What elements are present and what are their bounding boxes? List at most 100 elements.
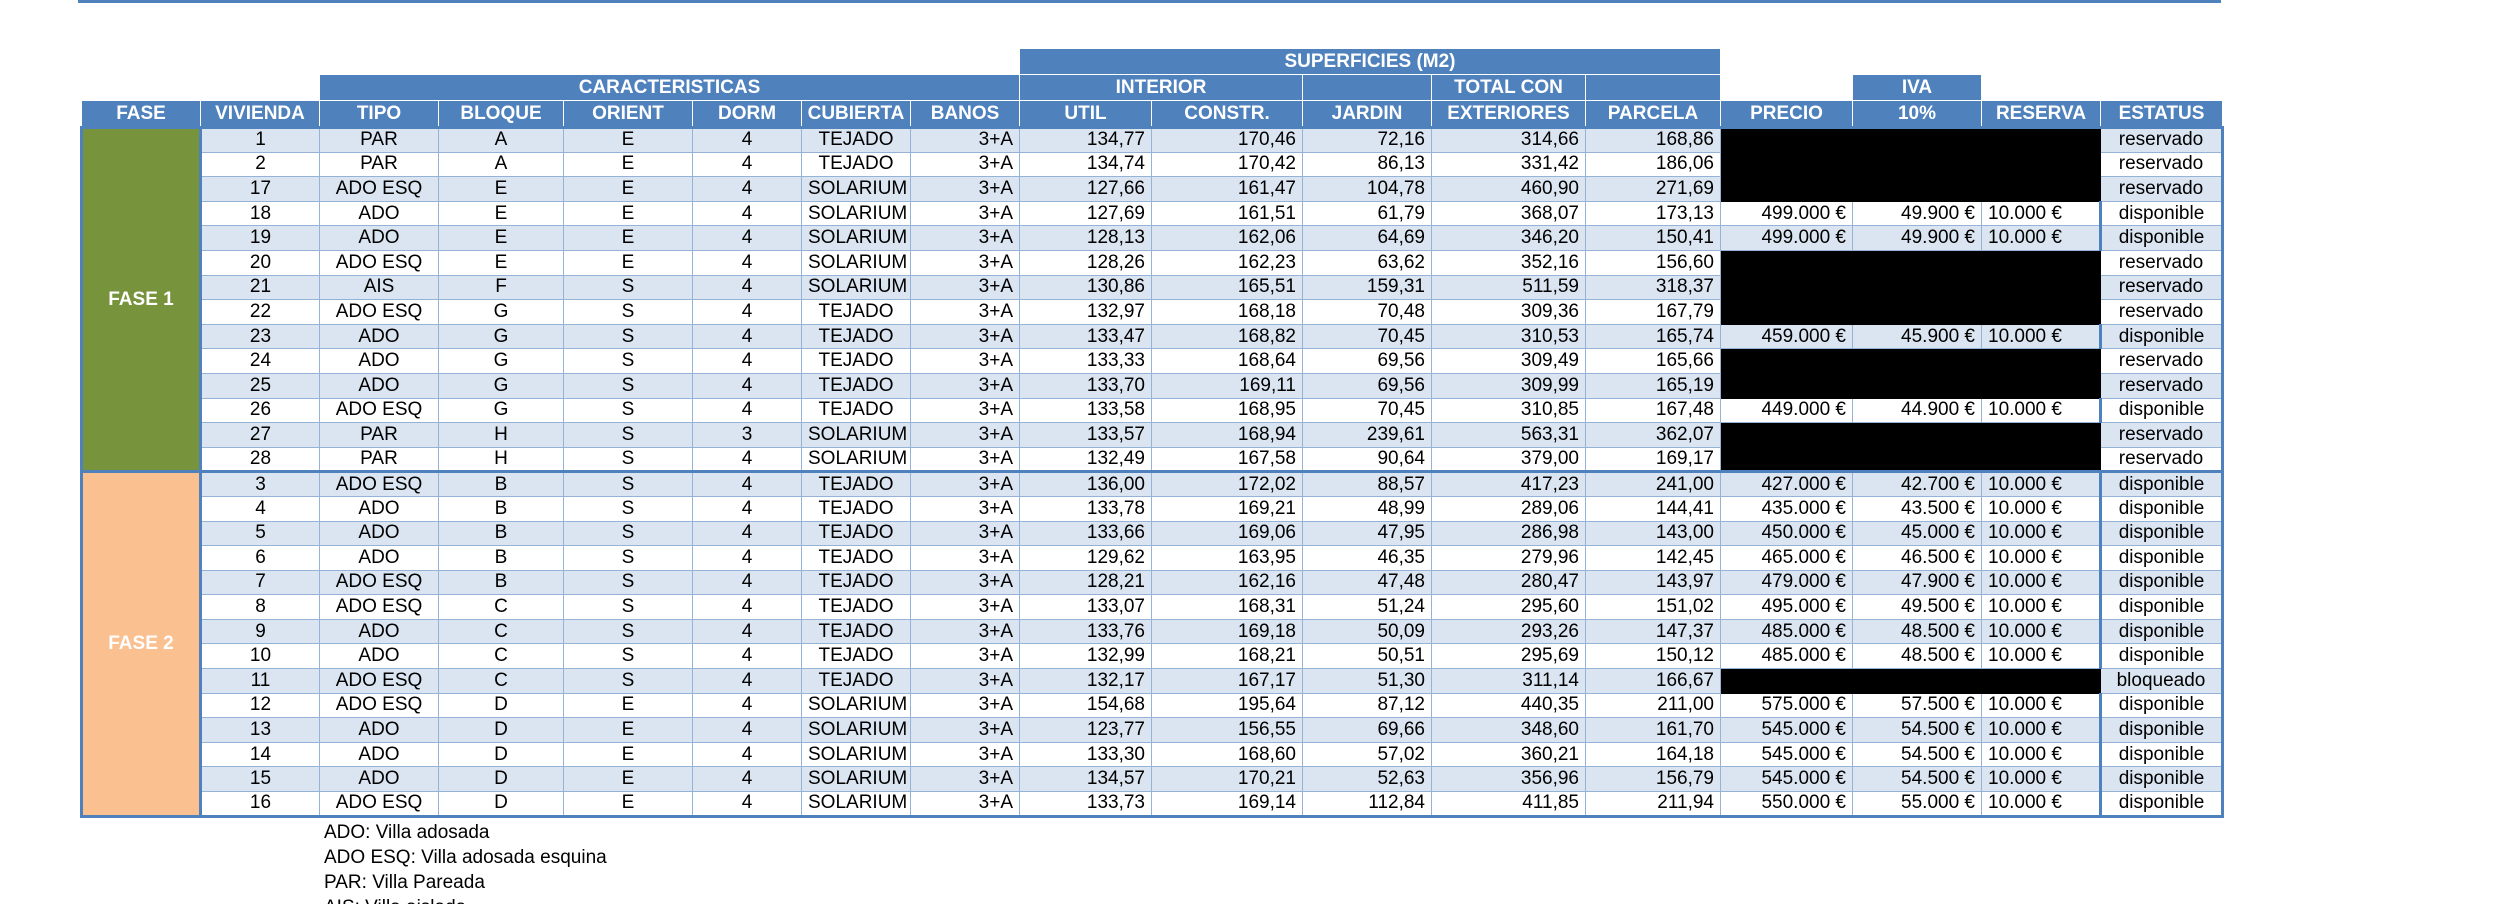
table-row: FASE 2 3 ADO ESQ B S 4 TEJADO 3+A 136,00 172,02 88…	[80, 470, 2223, 818]
table-cell: 5	[200, 520, 320, 547]
table-cell: 42.700 €	[1852, 470, 1982, 497]
table-cell: ADO ESQ	[319, 668, 439, 694]
table-cell: 170,21	[1151, 766, 1303, 793]
table-cell: 23	[200, 323, 320, 350]
table-cell: 4	[692, 225, 802, 251]
table-cell: B	[438, 470, 564, 497]
table-cell: 3+A	[910, 741, 1020, 768]
table-cell: 331,42	[1431, 151, 1586, 178]
table-cell: 1	[200, 127, 320, 153]
table-cell: ADO	[319, 741, 439, 768]
column-header: PRECIO	[1720, 100, 1853, 128]
column-header: TIPO	[319, 100, 439, 128]
table-cell: S	[563, 569, 693, 596]
table-cell: 8	[200, 594, 320, 620]
table-cell: ADO ESQ	[319, 791, 439, 817]
table-cell: ADO	[319, 372, 439, 399]
table-cell: 127,69	[1019, 200, 1152, 227]
note: PAR: Villa Pareada	[324, 872, 485, 893]
table-cell: 167,58	[1151, 446, 1303, 473]
table-cell: 10.000 €	[1981, 200, 2102, 227]
table-cell: 170,42	[1151, 151, 1303, 178]
table-row: 25 ADO G S 4 TEJADO 3+A 133,70 169,11 69,56 309,99…	[82, 372, 2223, 399]
table-cell: TEJADO	[801, 127, 911, 153]
table-cell: 47.900 €	[1852, 569, 1982, 596]
redacted-cell	[1720, 299, 1853, 325]
table-cell: 411,85	[1431, 791, 1586, 817]
table-cell: 168,94	[1151, 422, 1303, 448]
table-cell: 6	[200, 545, 320, 571]
table-cell: 3+A	[910, 127, 1020, 153]
table-cell: 309,36	[1431, 299, 1586, 325]
table-cell: C	[438, 643, 564, 670]
table-cell: 3+A	[910, 348, 1020, 374]
table-cell: 173,13	[1585, 200, 1721, 227]
table-cell: B	[438, 520, 564, 547]
table-cell: 132,99	[1019, 643, 1152, 670]
table-cell: 57.500 €	[1852, 692, 1982, 719]
table-cell: SOLARIUM	[801, 422, 911, 448]
table-cell: ADO	[319, 200, 439, 227]
table-cell: S	[563, 545, 693, 571]
table-cell: disponible	[2100, 225, 2223, 251]
table-cell: E	[563, 766, 693, 793]
table-cell: 450.000 €	[1720, 520, 1853, 547]
table-cell: 4	[692, 495, 802, 522]
table-cell: 169,11	[1151, 372, 1303, 399]
table-cell: 3+A	[910, 274, 1020, 301]
table-cell: 26	[200, 397, 320, 424]
table-cell: 133,07	[1019, 594, 1152, 620]
table-cell: E	[563, 225, 693, 251]
table-cell: 25	[200, 372, 320, 399]
table-cell: 4	[692, 470, 802, 497]
table-cell: 286,98	[1431, 520, 1586, 547]
table-cell: 156,60	[1585, 249, 1721, 276]
table-row: 14 ADO D E 4 SOLARIUM 3+A 133,30 168,60 57,02 360,…	[82, 741, 2223, 768]
table-cell: TEJADO	[801, 372, 911, 399]
table-cell: 133,57	[1019, 422, 1152, 448]
table-cell: 495.000 €	[1720, 594, 1853, 620]
table-cell: C	[438, 594, 564, 620]
table-cell: PAR	[319, 127, 439, 153]
table-cell: 54.500 €	[1852, 766, 1982, 793]
table-cell: reservado	[2100, 176, 2223, 202]
table-cell: 45.900 €	[1852, 323, 1982, 350]
redacted-cell	[1852, 249, 1982, 276]
table-cell: E	[563, 200, 693, 227]
table-cell: 21	[200, 274, 320, 301]
table-cell: 168,21	[1151, 643, 1303, 670]
redacted-cell	[1981, 668, 2101, 694]
table-cell: 3+A	[910, 470, 1020, 497]
table-cell: 132,49	[1019, 446, 1152, 473]
table-row: 28 PAR H S 4 SOLARIUM 3+A 132,49 167,58 90,64 379,…	[82, 446, 2223, 473]
table-cell: 162,06	[1151, 225, 1303, 251]
table-cell: 104,78	[1302, 176, 1432, 202]
table-cell: 169,21	[1151, 495, 1303, 522]
table-cell: 61,79	[1302, 200, 1432, 227]
table-cell: SOLARIUM	[801, 741, 911, 768]
table-cell: 4	[692, 348, 802, 374]
table-cell: H	[438, 422, 564, 448]
table-row: 15 ADO D E 4 SOLARIUM 3+A 134,57 170,21 52,63 356,…	[82, 766, 2223, 793]
table-cell: ADO ESQ	[319, 692, 439, 719]
table-cell: bloqueado	[2100, 668, 2223, 694]
table-cell: 17	[200, 176, 320, 202]
phase-group: FASE 2 3 ADO ESQ B S 4 TEJADO 3+A 136,00 172,02 88…	[80, 470, 2223, 818]
table-cell: 22	[200, 299, 320, 325]
table-cell: 4	[692, 692, 802, 719]
table-cell: G	[438, 348, 564, 374]
redacted-cell	[1720, 151, 1853, 178]
table-row: 9 ADO C S 4 TEJADO 3+A 133,76 169,18 50,09 293,26 1…	[82, 618, 2223, 645]
redacted-cell	[1852, 422, 1982, 448]
table-cell: 165,74	[1585, 323, 1721, 350]
table-cell: 150,12	[1585, 643, 1721, 670]
table-cell: ADO	[319, 348, 439, 374]
redacted-cell	[1720, 127, 1853, 153]
table-cell: 51,30	[1302, 668, 1432, 694]
table-cell: 10.000 €	[1981, 618, 2102, 645]
column-header: ESTATUS	[2100, 100, 2223, 128]
table-cell: E	[563, 717, 693, 743]
table-cell: 3+A	[910, 643, 1020, 670]
table-cell: 440,35	[1431, 692, 1586, 719]
table-cell: 168,60	[1151, 741, 1303, 768]
